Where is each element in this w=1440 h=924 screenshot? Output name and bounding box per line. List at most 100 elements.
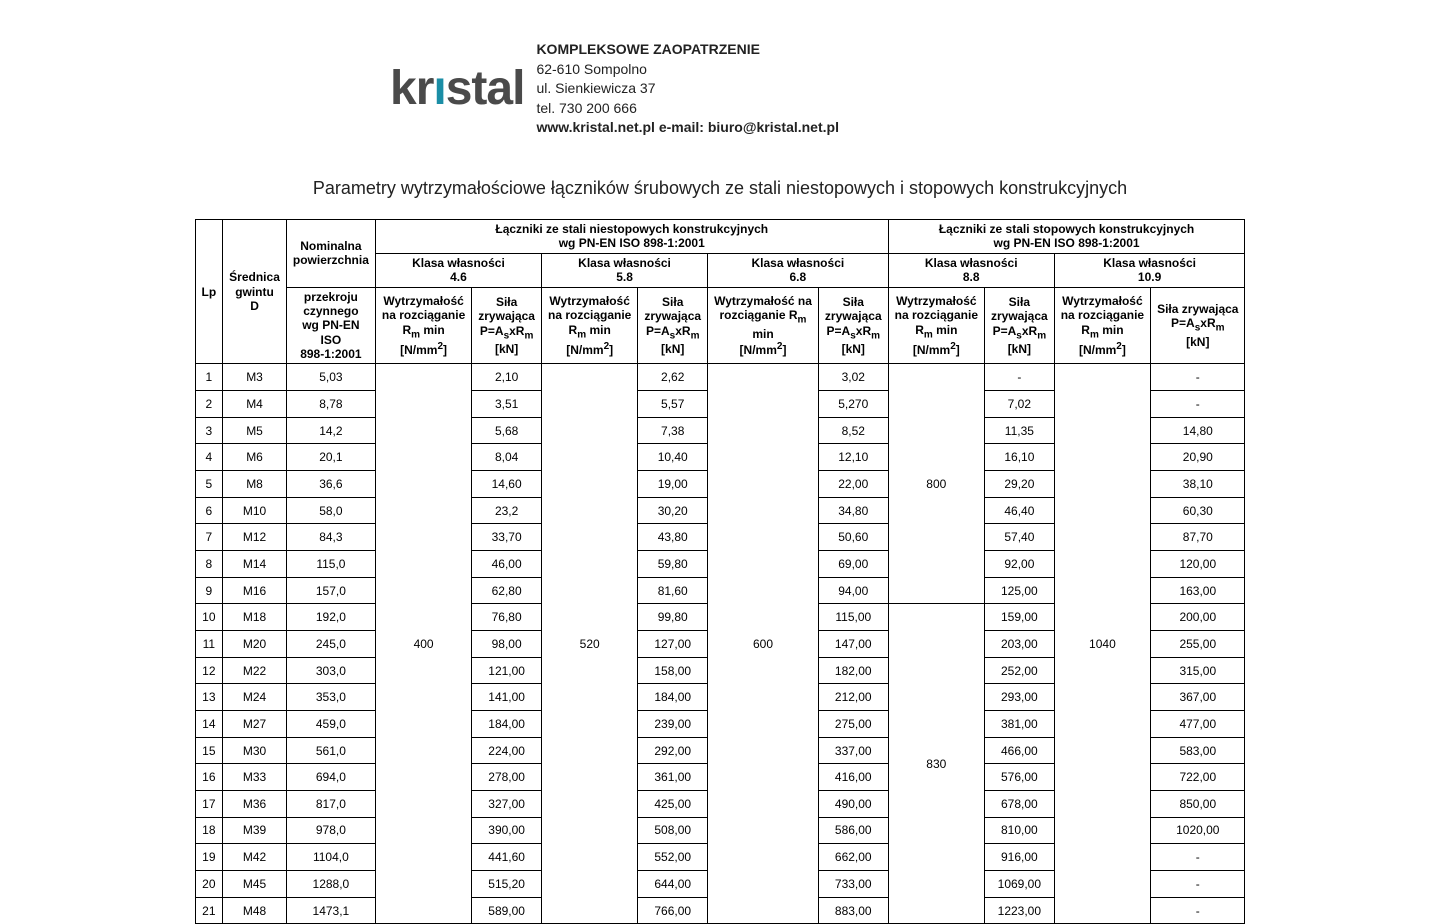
col-p-46: Siłazrywająca P=AsxRm [kN] bbox=[472, 287, 542, 364]
table-cell: 16,10 bbox=[985, 444, 1055, 471]
col-group-alloy: Łączniki ze stali stopowych konstrukcyjn… bbox=[888, 219, 1245, 253]
table-cell: 367,00 bbox=[1151, 684, 1245, 711]
table-cell: 3,02 bbox=[818, 364, 888, 391]
table-cell: 58,0 bbox=[286, 497, 375, 524]
table-cell: 81,60 bbox=[638, 577, 708, 604]
table-cell: 1 bbox=[195, 364, 223, 391]
table-cell: 552,00 bbox=[638, 844, 708, 871]
table-cell: 589,00 bbox=[472, 897, 542, 924]
table-cell: 14,2 bbox=[286, 417, 375, 444]
table-cell: 520 bbox=[541, 364, 637, 924]
table-cell: M45 bbox=[223, 870, 287, 897]
table-cell: 337,00 bbox=[818, 737, 888, 764]
table-cell: 561,0 bbox=[286, 737, 375, 764]
address-line-1: 62-610 Sompolno bbox=[536, 60, 839, 80]
table-cell: 14,80 bbox=[1151, 417, 1245, 444]
table-cell: 200,00 bbox=[1151, 604, 1245, 631]
table-cell: 99,80 bbox=[638, 604, 708, 631]
table-cell: 766,00 bbox=[638, 897, 708, 924]
table-cell: M10 bbox=[223, 497, 287, 524]
table-cell: M6 bbox=[223, 444, 287, 471]
strength-parameters-table: Lp Średnica gwintu D Nominalna powierzch… bbox=[195, 219, 1246, 924]
table-cell: 62,80 bbox=[472, 577, 542, 604]
table-cell: M4 bbox=[223, 391, 287, 418]
table-cell: 381,00 bbox=[985, 711, 1055, 738]
table-cell: 141,00 bbox=[472, 684, 542, 711]
table-cell: 98,00 bbox=[472, 631, 542, 658]
table-cell: - bbox=[1151, 844, 1245, 871]
table-cell: 644,00 bbox=[638, 870, 708, 897]
table-cell: 1020,00 bbox=[1151, 817, 1245, 844]
table-cell: M5 bbox=[223, 417, 287, 444]
table-cell: 33,70 bbox=[472, 524, 542, 551]
table-cell: 477,00 bbox=[1151, 711, 1245, 738]
table-cell: 38,10 bbox=[1151, 471, 1245, 498]
table-cell: 583,00 bbox=[1151, 737, 1245, 764]
table-cell: 2 bbox=[195, 391, 223, 418]
table-cell: 182,00 bbox=[818, 657, 888, 684]
table-cell: 9 bbox=[195, 577, 223, 604]
table-cell: 11 bbox=[195, 631, 223, 658]
table-cell: 158,00 bbox=[638, 657, 708, 684]
table-cell: - bbox=[1151, 870, 1245, 897]
table-cell: 7,02 bbox=[985, 391, 1055, 418]
table-cell: 361,00 bbox=[638, 764, 708, 791]
col-rm-88: Wytrzymałośćna rozciąganie Rm min [N/mm2… bbox=[888, 287, 984, 364]
table-cell: 1040 bbox=[1054, 364, 1150, 924]
table-cell: 5,03 bbox=[286, 364, 375, 391]
table-cell: 275,00 bbox=[818, 711, 888, 738]
table-cell: 576,00 bbox=[985, 764, 1055, 791]
table-cell: 157,0 bbox=[286, 577, 375, 604]
table-cell: 7,38 bbox=[638, 417, 708, 444]
table-cell: 14 bbox=[195, 711, 223, 738]
table-cell: 508,00 bbox=[638, 817, 708, 844]
table-cell: 6 bbox=[195, 497, 223, 524]
table-cell: 2,62 bbox=[638, 364, 708, 391]
table-cell: 883,00 bbox=[818, 897, 888, 924]
table-cell: 13 bbox=[195, 684, 223, 711]
table-cell: 800 bbox=[888, 364, 984, 604]
table-cell: 60,30 bbox=[1151, 497, 1245, 524]
table-cell: 8,52 bbox=[818, 417, 888, 444]
table-cell: 10 bbox=[195, 604, 223, 631]
address-line-2: ul. Sienkiewicza 37 bbox=[536, 79, 839, 99]
col-lp: Lp bbox=[195, 219, 223, 364]
table-cell: 94,00 bbox=[818, 577, 888, 604]
table-cell: 5,270 bbox=[818, 391, 888, 418]
table-cell: 224,00 bbox=[472, 737, 542, 764]
table-cell: 5,68 bbox=[472, 417, 542, 444]
table-cell: 278,00 bbox=[472, 764, 542, 791]
col-group-nonalloy: Łączniki ze stali niestopowych konstrukc… bbox=[375, 219, 888, 253]
table-cell: 57,40 bbox=[985, 524, 1055, 551]
table-cell: 3,51 bbox=[472, 391, 542, 418]
page-title: Parametry wytrzymałościowe łączników śru… bbox=[0, 178, 1440, 199]
table-cell: M27 bbox=[223, 711, 287, 738]
table-cell: 722,00 bbox=[1151, 764, 1245, 791]
col-rm-109: Wytrzymałośćna rozciąganie Rm min [N/mm2… bbox=[1054, 287, 1150, 364]
table-cell: 327,00 bbox=[472, 790, 542, 817]
table-cell: 441,60 bbox=[472, 844, 542, 871]
table-cell: M14 bbox=[223, 551, 287, 578]
table-cell: 212,00 bbox=[818, 684, 888, 711]
table-cell: 17 bbox=[195, 790, 223, 817]
table-cell: 293,00 bbox=[985, 684, 1055, 711]
table-cell: 8,04 bbox=[472, 444, 542, 471]
table-cell: 46,00 bbox=[472, 551, 542, 578]
table-cell: 459,0 bbox=[286, 711, 375, 738]
table-cell: 147,00 bbox=[818, 631, 888, 658]
table-cell: 662,00 bbox=[818, 844, 888, 871]
col-p-68: Siłazrywająca P=AsxRm [kN] bbox=[818, 287, 888, 364]
table-cell: 59,80 bbox=[638, 551, 708, 578]
table-cell: 14,60 bbox=[472, 471, 542, 498]
table-cell: 12 bbox=[195, 657, 223, 684]
col-rm-68: Wytrzymałość narozciąganie Rm min [N/mm2… bbox=[708, 287, 819, 364]
table-cell: 315,00 bbox=[1151, 657, 1245, 684]
table-cell: 163,00 bbox=[1151, 577, 1245, 604]
table-cell: 303,0 bbox=[286, 657, 375, 684]
table-cell: 239,00 bbox=[638, 711, 708, 738]
table-cell: 425,00 bbox=[638, 790, 708, 817]
col-rm-58: Wytrzymałośćna rozciąganie Rm min [N/mm2… bbox=[541, 287, 637, 364]
table-cell: 466,00 bbox=[985, 737, 1055, 764]
table-cell: 43,80 bbox=[638, 524, 708, 551]
table-cell: 11,35 bbox=[985, 417, 1055, 444]
